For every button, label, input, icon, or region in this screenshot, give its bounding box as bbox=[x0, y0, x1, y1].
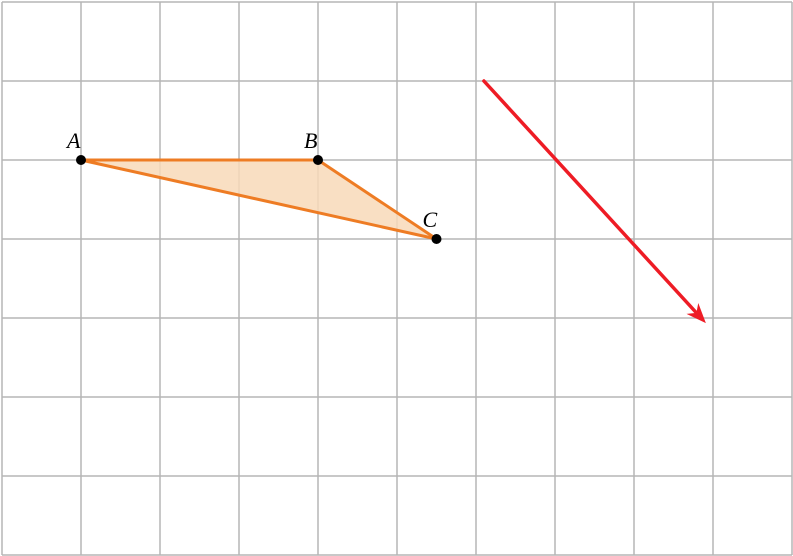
translation-arrow bbox=[484, 81, 701, 318]
point-label-a: A bbox=[65, 128, 81, 153]
point-a bbox=[76, 155, 86, 165]
point-b bbox=[313, 155, 323, 165]
geometry-diagram: A B C bbox=[0, 0, 793, 556]
point-c bbox=[432, 234, 442, 244]
point-label-c: C bbox=[423, 207, 438, 232]
triangle-abc bbox=[81, 160, 437, 239]
grid bbox=[2, 2, 792, 555]
point-label-b: B bbox=[304, 128, 317, 153]
